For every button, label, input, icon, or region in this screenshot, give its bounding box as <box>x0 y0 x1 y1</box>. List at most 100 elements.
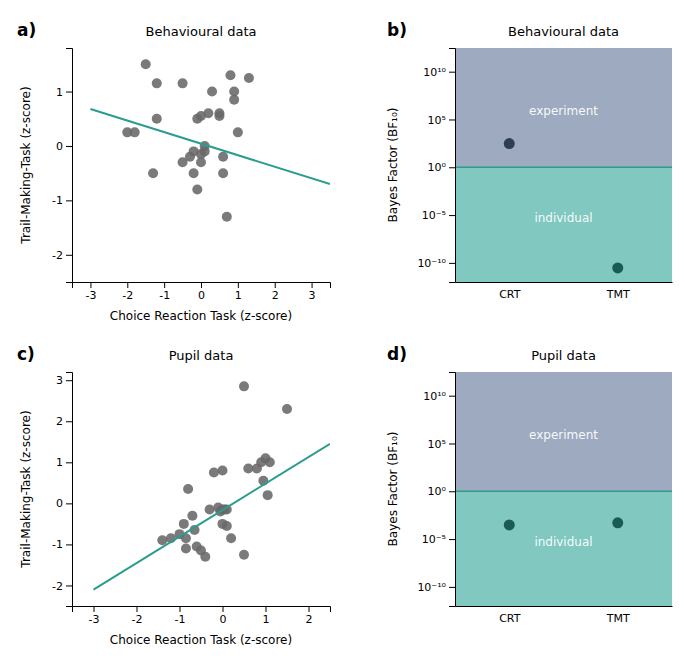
region-label: individual <box>534 211 592 225</box>
point <box>200 552 210 562</box>
point <box>612 517 623 528</box>
y-tick-mark <box>66 380 72 381</box>
panel: experimentindividualCRTTMT10⁻¹⁰10⁻⁵10⁰10… <box>386 20 673 301</box>
x-tick: 1 <box>235 282 242 302</box>
y-tick: 10¹⁰ <box>423 66 455 79</box>
title: Behavioural data <box>508 24 619 39</box>
point <box>203 108 213 118</box>
y-tick: 10⁵ <box>428 114 455 127</box>
point <box>152 114 162 124</box>
x-axis-line <box>73 283 331 289</box>
point <box>504 138 515 149</box>
point <box>130 127 140 137</box>
y-tick-mark <box>66 462 72 463</box>
point <box>244 73 254 83</box>
plot-area <box>90 59 330 221</box>
point <box>205 505 215 515</box>
y-axis-line <box>449 49 456 283</box>
x-tick-label: TMT <box>606 288 630 301</box>
panel-label: d) <box>387 344 407 364</box>
point <box>612 262 623 273</box>
plot-area <box>455 372 672 606</box>
x-tick: 2 <box>272 282 279 302</box>
x-tick: TMT <box>606 288 630 301</box>
x-axis: -3-2-1012 <box>73 606 331 626</box>
x-tick-label: -1 <box>175 613 186 626</box>
y-axis-title: Bayes Factor (BF₁₀) <box>386 108 400 223</box>
x-axis: -3-2-10123 <box>73 282 331 302</box>
point <box>192 184 202 194</box>
plot-area <box>94 381 331 589</box>
y-tick-mark <box>449 587 455 588</box>
point <box>243 463 253 473</box>
x-tick-label: 0 <box>220 613 227 626</box>
threshold-line <box>455 167 672 169</box>
point <box>181 544 191 554</box>
x-tick-label: TMT <box>606 612 630 625</box>
y-tick-mark <box>66 503 72 504</box>
point <box>218 168 228 178</box>
y-axis-line <box>449 373 456 607</box>
point <box>282 404 292 414</box>
y-tick-label: 10⁻⁵ <box>422 533 446 546</box>
y-tick: 3 <box>56 374 72 387</box>
point <box>209 468 219 478</box>
point <box>148 168 158 178</box>
point <box>214 111 224 121</box>
y-tick-label: 10⁻¹⁰ <box>417 581 446 594</box>
y-tick-label: -2 <box>52 579 63 592</box>
point <box>207 87 217 97</box>
x-axis-line <box>456 606 673 607</box>
point <box>189 168 199 178</box>
x-tick-mark <box>201 282 202 288</box>
point <box>222 521 232 531</box>
point <box>239 550 249 560</box>
y-tick-label: 10⁵ <box>428 114 446 127</box>
point <box>229 87 239 97</box>
point <box>239 381 249 391</box>
y-tick-mark <box>66 255 72 256</box>
x-tick: 0 <box>220 606 227 626</box>
point <box>218 466 228 476</box>
point <box>183 484 193 494</box>
x-tick: CRT <box>499 612 521 625</box>
x-tick-label: 0 <box>198 289 205 302</box>
x-tick-mark <box>238 282 239 288</box>
y-tick: 10⁰ <box>428 161 455 174</box>
x-axis: CRTTMT <box>456 283 673 301</box>
y-tick: -2 <box>52 579 72 592</box>
y-axis-line <box>66 49 73 283</box>
y-tick-mark <box>66 92 72 93</box>
y-tick: 0 <box>56 497 72 510</box>
y-axis-title: Trail-Making-Task (z-score) <box>19 86 33 244</box>
y-tick-mark <box>449 119 455 120</box>
title: Behavioural data <box>146 24 257 39</box>
x-tick-label: 1 <box>235 289 242 302</box>
region-label: individual <box>534 535 592 549</box>
y-tick-label: 2 <box>56 415 63 428</box>
y-tick: 10⁻⁵ <box>422 533 455 546</box>
x-tick-label: -3 <box>85 289 96 302</box>
y-tick-mark <box>449 215 455 216</box>
threshold-line <box>455 491 672 493</box>
x-tick: -2 <box>132 606 143 626</box>
region-band <box>455 372 672 491</box>
point <box>218 152 228 162</box>
y-tick-mark <box>66 585 72 586</box>
y-tick-label: 10⁰ <box>428 161 447 174</box>
point <box>265 457 275 467</box>
point <box>200 146 210 156</box>
y-tick-label: 10¹⁰ <box>423 66 446 79</box>
y-tick: 1 <box>56 86 72 99</box>
x-tick: -2 <box>122 282 133 302</box>
y-tick: 10⁻¹⁰ <box>417 581 455 594</box>
x-tick-label: CRT <box>499 612 521 625</box>
y-tick-mark <box>449 72 455 73</box>
point <box>187 511 197 521</box>
x-tick: 1 <box>263 606 270 626</box>
x-tick: 0 <box>198 282 205 302</box>
x-tick-mark <box>90 282 91 288</box>
region-band <box>455 48 672 167</box>
y-axis-title: Bayes Factor (BF₁₀) <box>386 432 400 547</box>
y-tick-mark <box>66 200 72 201</box>
